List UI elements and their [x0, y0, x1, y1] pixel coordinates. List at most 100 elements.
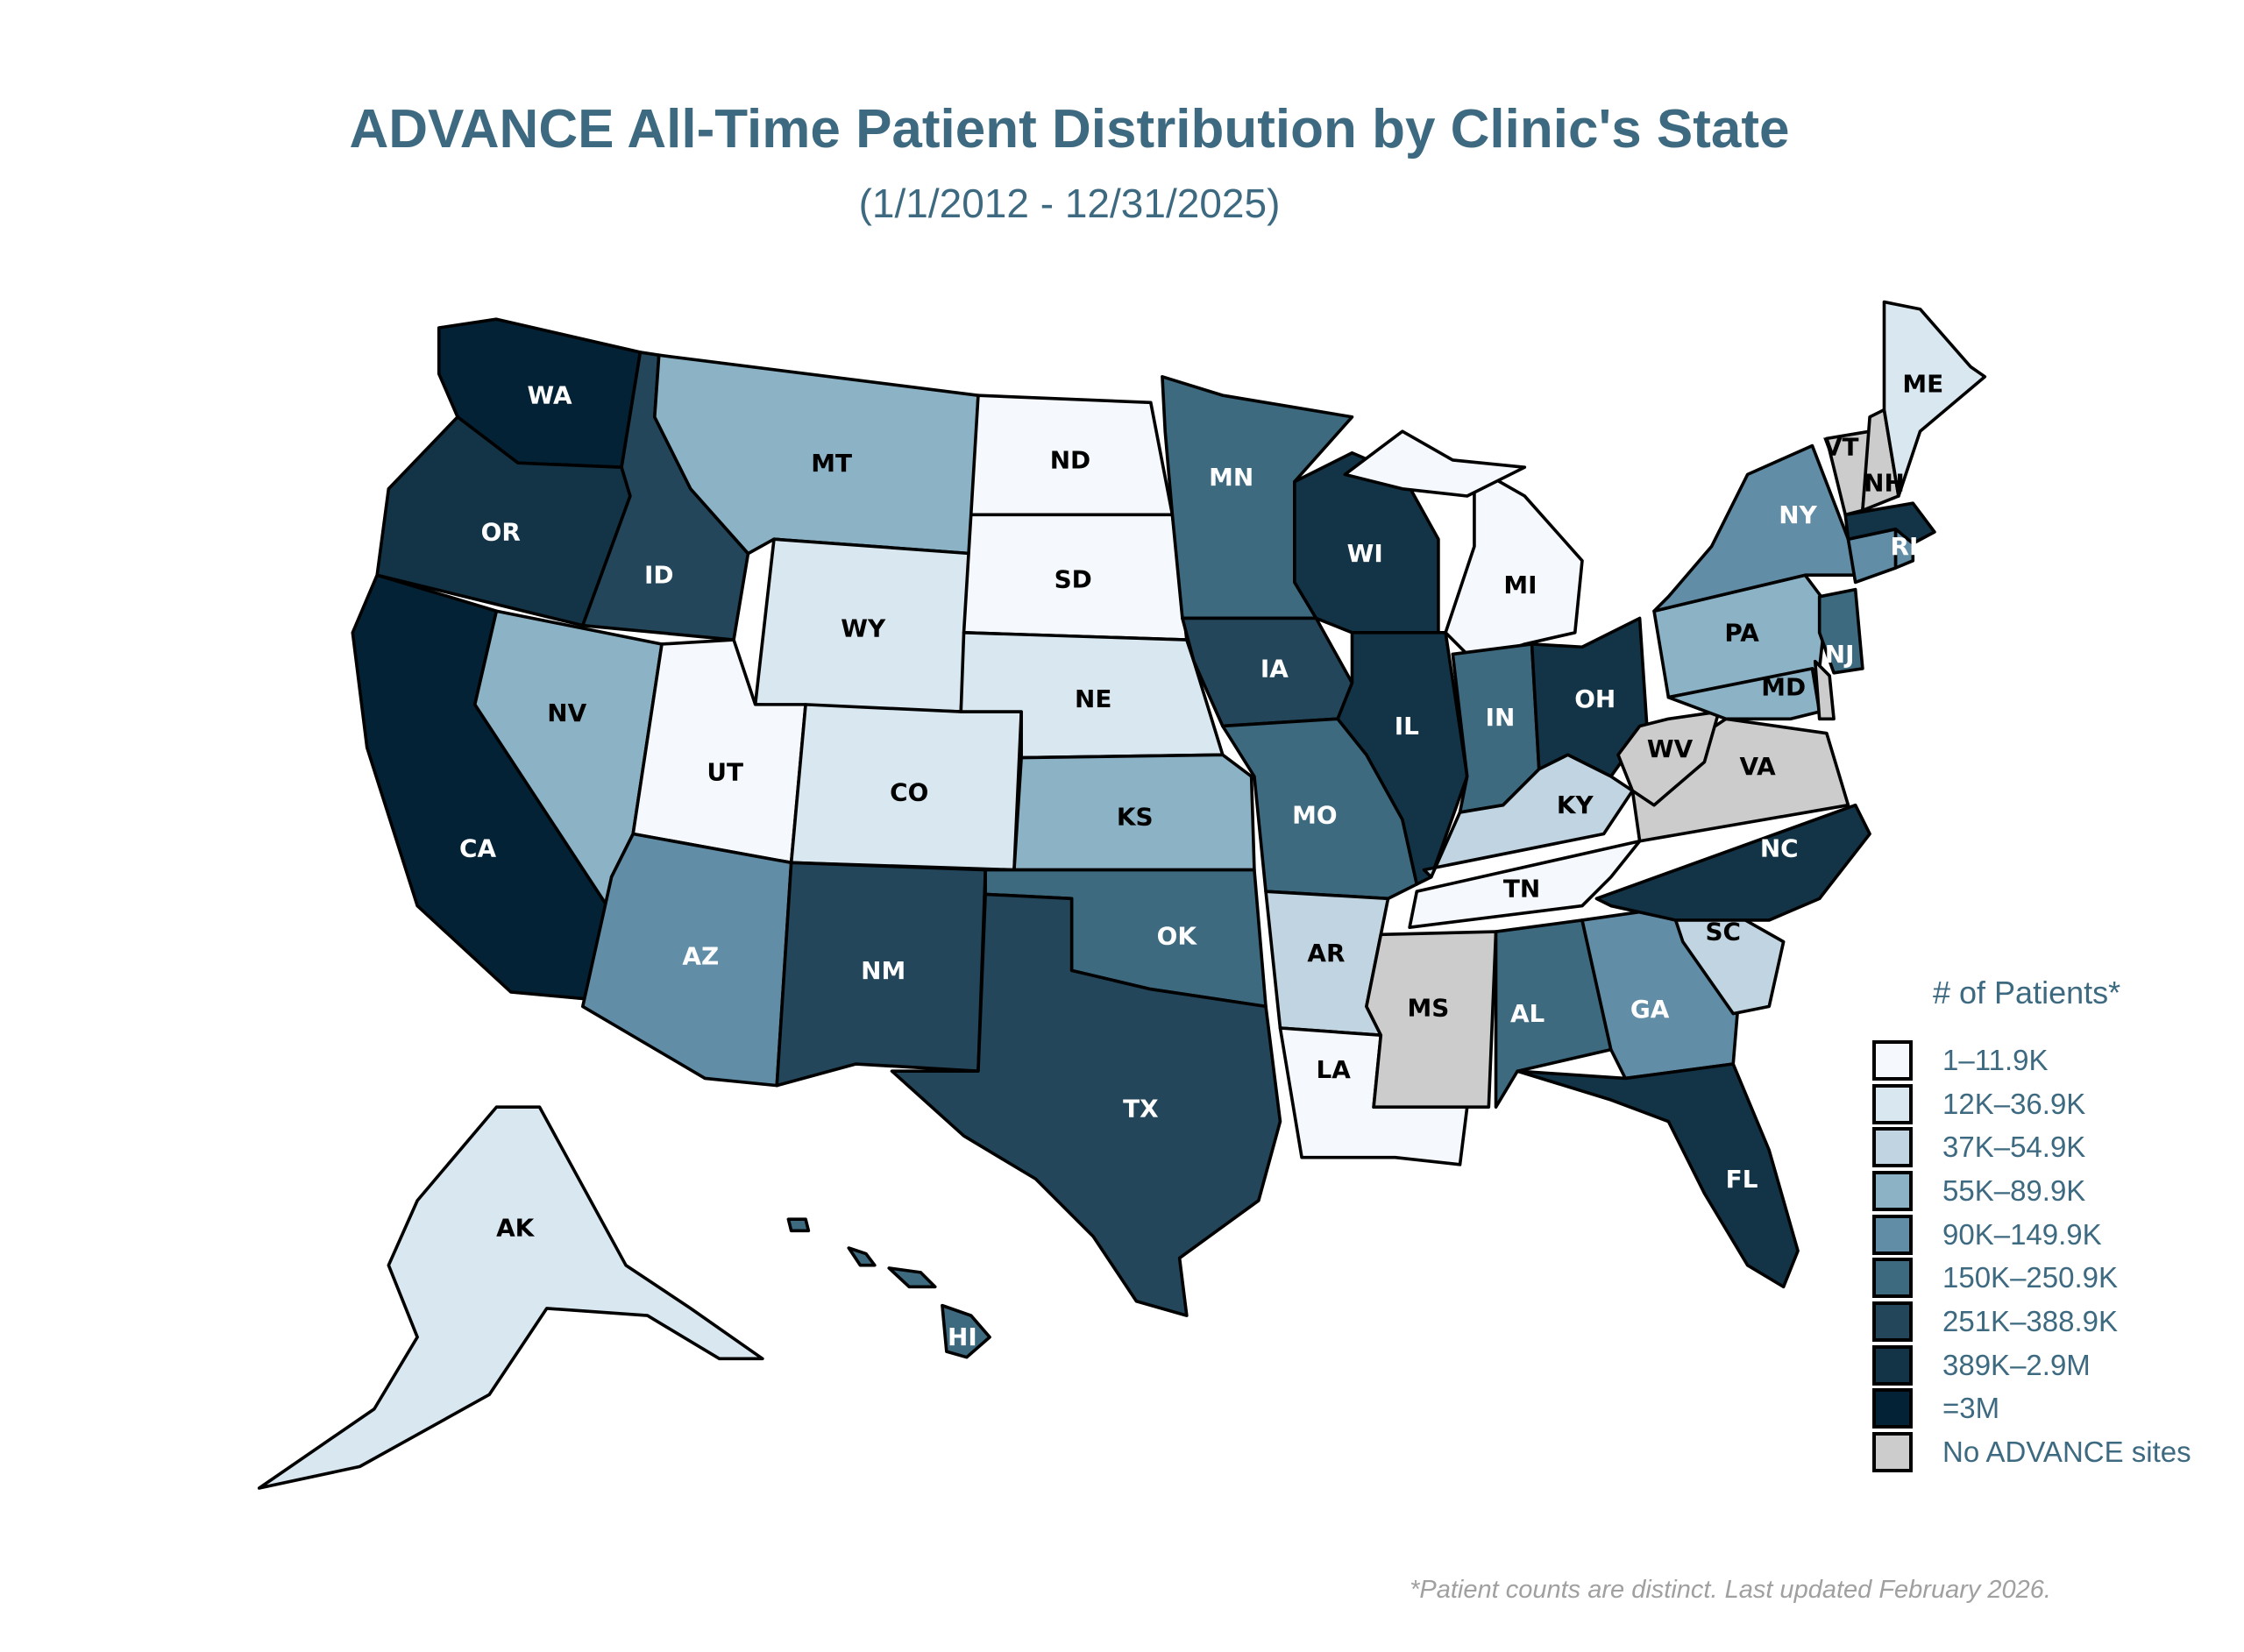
legend-label: No ADVANCE sites	[1942, 1436, 2191, 1469]
legend-label: 90K–149.9K	[1942, 1217, 2102, 1251]
state-md	[1666, 667, 1821, 721]
state-label-ri: RI	[1891, 532, 1919, 561]
legend-swatch	[1872, 1083, 1913, 1124]
state-label-mo: MO	[1292, 801, 1337, 830]
state-label-or: OR	[481, 518, 521, 547]
state-label-mi: MI	[1503, 571, 1537, 599]
state-label-ne: NE	[1075, 684, 1111, 713]
state-hi	[847, 1246, 877, 1267]
state-de	[1813, 659, 1836, 721]
legend-item: 12K–36.9K	[1872, 1082, 2191, 1126]
state-label-nm: NM	[861, 956, 905, 985]
state-label-nj: NJ	[1825, 640, 1855, 669]
state-label-md: MD	[1761, 673, 1806, 702]
state-label-in: IN	[1486, 703, 1516, 732]
legend-label: 150K–250.9K	[1942, 1261, 2119, 1294]
legend-swatch	[1872, 1127, 1913, 1168]
state-label-ky: KY	[1557, 791, 1594, 819]
legend-label: 37K–54.9K	[1942, 1131, 2086, 1164]
state-label-nc: NC	[1760, 833, 1799, 862]
state-ma	[1843, 501, 1936, 545]
state-me	[1882, 300, 1987, 498]
state-tx	[890, 892, 1282, 1317]
state-al	[1494, 918, 1613, 1110]
state-hi	[887, 1266, 937, 1289]
legend-swatch	[1872, 1344, 1913, 1386]
state-label-ak: AK	[496, 1214, 536, 1243]
state-label-sd: SD	[1055, 565, 1092, 594]
state-hi	[941, 1303, 991, 1359]
legend-item: 37K–54.9K	[1872, 1125, 2191, 1169]
state-label-nv: NV	[547, 698, 586, 727]
state-ky	[1422, 753, 1635, 879]
state-label-ca: CA	[459, 833, 496, 862]
legend-label: 389K–2.9M	[1942, 1348, 2091, 1381]
state-label-ut: UT	[707, 757, 743, 786]
state-label-pa: PA	[1724, 618, 1759, 647]
state-label-il: IL	[1395, 712, 1419, 741]
state-label-nd: ND	[1050, 445, 1090, 474]
legend-swatch	[1872, 1388, 1913, 1429]
state-label-wi: WI	[1347, 539, 1383, 568]
state-label-al: AL	[1510, 999, 1545, 1028]
state-label-wa: WA	[528, 381, 572, 410]
state-label-ok: OK	[1157, 922, 1198, 951]
legend-swatch	[1872, 1039, 1913, 1081]
state-label-mn: MN	[1209, 463, 1253, 492]
map-title: ADVANCE All-Time Patient Distribution by…	[349, 99, 1790, 160]
state-label-ks: KS	[1117, 802, 1154, 831]
state-label-hi: HI	[948, 1322, 977, 1351]
state-wv	[1616, 710, 1721, 807]
map-subtitle: (1/1/2012 - 12/31/2025)	[858, 181, 1281, 226]
legend-label: =3M	[1942, 1392, 2000, 1425]
legend-label: 251K–388.9K	[1942, 1304, 2119, 1337]
state-label-va: VA	[1739, 752, 1776, 781]
state-label-co: CO	[890, 777, 928, 806]
state-ny	[1652, 443, 1857, 613]
state-label-vt: VT	[1823, 433, 1859, 462]
legend-item: No ADVANCE sites	[1872, 1430, 2191, 1474]
legend-swatch	[1872, 1170, 1913, 1211]
state-hi	[786, 1217, 811, 1233]
legend-label: 1–11.9K	[1942, 1043, 2049, 1076]
state-label-nh: NH	[1864, 469, 1905, 498]
legend-swatch	[1872, 1301, 1913, 1342]
state-tn	[1408, 839, 1642, 929]
legend-label: 55K–89.9K	[1942, 1173, 2086, 1207]
state-il	[1336, 631, 1469, 886]
state-label-ia: IA	[1260, 654, 1289, 683]
legend-item: 389K–2.9M	[1872, 1344, 2191, 1387]
state-nm	[775, 861, 987, 1088]
legend-item: 1–11.9K	[1872, 1039, 2191, 1082]
state-label-az: AZ	[682, 941, 719, 970]
state-fl	[1516, 1062, 1800, 1289]
state-mi	[1343, 429, 1527, 498]
state-ak	[257, 1105, 764, 1490]
legend-item: 55K–89.9K	[1872, 1169, 2191, 1213]
legend-title: # of Patients*	[1933, 975, 2121, 1010]
legend-swatch	[1872, 1432, 1913, 1473]
state-label-me: ME	[1902, 370, 1943, 399]
legend-swatch	[1872, 1214, 1913, 1255]
state-label-wy: WY	[841, 613, 886, 642]
legend-item: 251K–388.9K	[1872, 1300, 2191, 1344]
legend-item: 90K–149.9K	[1872, 1213, 2191, 1257]
state-nj	[1817, 587, 1864, 675]
legend-item: 150K–250.9K	[1872, 1256, 2191, 1300]
state-label-ar: AR	[1307, 939, 1345, 968]
state-label-tn: TN	[1503, 874, 1540, 903]
legend-item: =3M	[1872, 1387, 2191, 1431]
footnote: *Patient counts are distinct. Last updat…	[1410, 1576, 2051, 1604]
state-label-ny: NY	[1779, 500, 1817, 529]
state-label-wv: WV	[1647, 734, 1694, 763]
state-label-sc: SC	[1705, 918, 1741, 947]
state-label-fl: FL	[1726, 1165, 1758, 1194]
legend-swatch	[1872, 1258, 1913, 1299]
state-label-tx: TX	[1123, 1094, 1159, 1123]
state-ks	[1012, 753, 1256, 872]
state-label-la: LA	[1316, 1055, 1351, 1084]
state-label-oh: OH	[1574, 684, 1616, 713]
legend: 1–11.9K 12K–36.9K 37K–54.9K 55K–89.9K 90K–14…	[1872, 1039, 2191, 1474]
